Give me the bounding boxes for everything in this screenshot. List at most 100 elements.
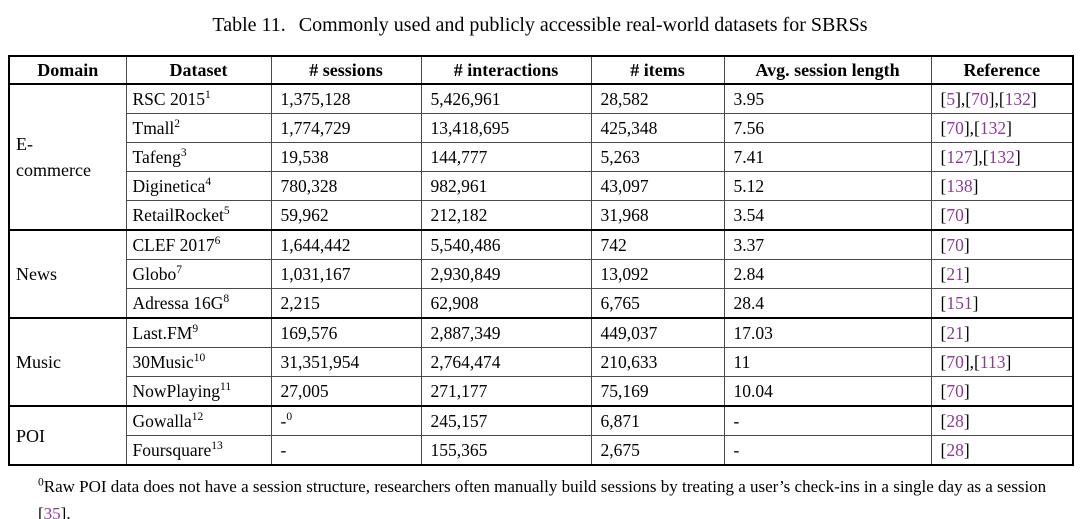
domain-label: POI [16, 425, 46, 446]
dataset-footnote-marker: 1 [204, 88, 211, 101]
citation-number: 138 [946, 175, 973, 196]
reference-cell: [70],[132] [930, 113, 1074, 143]
table-row: E-commerce RSC 20151 1,375,128 5,426,961 28,… [8, 83, 1074, 231]
citation-link[interactable]: [132] [998, 88, 1037, 109]
sessions-cell: 19,538 [270, 142, 422, 172]
items-cell: 742 [590, 229, 725, 260]
interactions-cell: 212,182 [420, 200, 592, 231]
dataset-cell: RSC 20151 [125, 83, 272, 114]
items-cell: 6,871 [590, 405, 725, 436]
interactions-cell: 982,961 [420, 171, 592, 201]
citation-number: 113 [979, 351, 1006, 372]
dataset-cell: Adressa 16G8 [125, 288, 272, 319]
domain-label: Music [16, 352, 61, 372]
citation-number: 28 [946, 410, 964, 431]
header-row: Domain Dataset # sessions # interactions # i… [8, 55, 1074, 85]
dataset-cell: CLEF 20176 [125, 229, 272, 260]
interactions-cell: 245,157 [420, 405, 592, 436]
citation-link[interactable]: [132] [982, 146, 1021, 167]
table-row: Foursquare13-155,365 2,675- [28] [9, 435, 1074, 466]
avg-session-length-cell: 11 [723, 347, 932, 377]
table-row: Music Last.FM9 169,576 2,887,349 449,037 17.0… [8, 317, 1074, 407]
dataset-cell: 30Music10 [125, 347, 272, 377]
reference-cell: [21] [930, 259, 1074, 289]
table-row: News CLEF 20176 1,644,442 5,540,486 742 3.37 [… [8, 229, 1074, 319]
citation-link[interactable]: [127] [940, 146, 979, 167]
table-row: 30Music10 31,351,954 2,764,474 210,633 11 [70… [9, 347, 1074, 377]
sessions-cell: 1,774,729 [270, 113, 422, 143]
citation-number: 151 [946, 292, 973, 313]
dataset-cell: RetailRocket5 [125, 200, 272, 231]
dataset-footnote-marker: 13 [211, 439, 223, 452]
citation-number: 5 [946, 88, 956, 109]
sessions-cell: 27,005 [270, 376, 422, 407]
interactions-cell: 155,365 [420, 435, 592, 466]
domain-cell: News [8, 229, 127, 319]
avg-session-length-cell: 5.12 [723, 171, 932, 201]
table-row: Diginetica4 780,328 982,961 43,097 5.12 [138] [9, 171, 1074, 201]
citation-link[interactable]: [70] [940, 380, 970, 401]
citation-link[interactable]: [151] [940, 292, 979, 313]
citation-number: 21 [946, 263, 964, 284]
column-header: Avg. session length [723, 55, 932, 85]
interactions-cell: 13,418,695 [420, 113, 592, 143]
items-cell: 5,263 [590, 142, 725, 172]
avg-session-length-cell: 28.4 [723, 288, 932, 319]
citation-link[interactable]: [21] [940, 263, 970, 284]
citation-number: 28 [946, 439, 964, 460]
dataset-footnote-marker: 7 [176, 263, 182, 276]
citation-bracket-open: [ [38, 504, 44, 519]
citation-link[interactable]: [35] [38, 504, 66, 519]
dataset-footnote-marker: 12 [191, 410, 204, 423]
avg-session-length-cell: - [723, 405, 932, 436]
reference-cell: [21] [930, 317, 1074, 348]
table-row: Globo7 1,031,167 2,930,849 13,092 2.84 [21] [9, 259, 1074, 289]
domain-label: E-commerce [16, 134, 91, 180]
avg-session-length-cell: 2.84 [723, 259, 932, 289]
citation-link[interactable]: [70] [940, 234, 970, 255]
reference-cell: [5],[70],[132] [930, 83, 1074, 114]
interactions-cell: 2,887,349 [420, 317, 592, 348]
avg-session-length-cell: - [723, 435, 932, 466]
citation-link[interactable]: [5] [940, 88, 961, 109]
dataset-cell: Tmall2 [125, 113, 272, 143]
citation-link[interactable]: [70] [965, 88, 995, 109]
column-header: Dataset [125, 55, 272, 85]
citation-link[interactable]: [70] [940, 351, 970, 372]
citation-link[interactable]: [70] [940, 117, 970, 138]
dataset-cell: Gowalla12 [125, 405, 272, 436]
table-row: Tmall2 1,774,729 13,418,695 425,348 7.56 [70]… [9, 113, 1074, 143]
avg-session-length-cell: 7.41 [723, 142, 932, 172]
reference-cell: [70] [930, 229, 1074, 260]
table-row: NowPlaying11 27,005 271,177 75,169 10.04 [70] [9, 376, 1074, 407]
sessions-cell: 31,351,954 [270, 347, 422, 377]
citation-link[interactable]: [28] [940, 439, 970, 460]
citation-link[interactable]: [138] [940, 175, 979, 196]
citation-number: 132 [1004, 88, 1031, 109]
sessions-cell: 780,328 [270, 171, 422, 201]
avg-session-length-cell: 7.56 [723, 113, 932, 143]
table-row: POI Gowalla12 -0 245,157 6,871- [28] [8, 405, 1074, 466]
citation-link[interactable]: [132] [974, 117, 1012, 138]
reference-cell: [70],[113] [930, 347, 1074, 377]
items-cell: 2,675 [590, 435, 725, 466]
table-body: E-commerce RSC 20151 1,375,128 5,426,961 28,… [8, 83, 1074, 466]
citation-bracket-close: ] [60, 504, 67, 519]
items-cell: 13,092 [590, 259, 725, 289]
dataset-cell: Globo7 [125, 259, 272, 289]
citation-link[interactable]: [70] [940, 204, 970, 225]
citation-link[interactable]: [113] [974, 351, 1012, 372]
table-row: Tafeng3 19,538 144,777 5,263 7.41 [127],[132] [9, 142, 1074, 172]
column-header: Reference [930, 55, 1074, 85]
reference-cell: [70] [930, 200, 1074, 231]
dataset-footnote-marker: 8 [223, 292, 230, 305]
citation-link[interactable]: [21] [940, 322, 970, 343]
avg-session-length-cell: 3.37 [723, 229, 932, 260]
sessions-cell: 1,031,167 [270, 259, 422, 289]
interactions-cell: 144,777 [420, 142, 592, 172]
dataset-footnote-marker: 9 [192, 322, 199, 335]
dataset-footnote-marker: 11 [220, 380, 232, 393]
table-row: RetailRocket5 59,962 212,182 31,968 3.54 [70] [9, 200, 1074, 231]
avg-session-length-cell: 17.03 [723, 317, 932, 348]
citation-link[interactable]: [28] [940, 410, 970, 431]
